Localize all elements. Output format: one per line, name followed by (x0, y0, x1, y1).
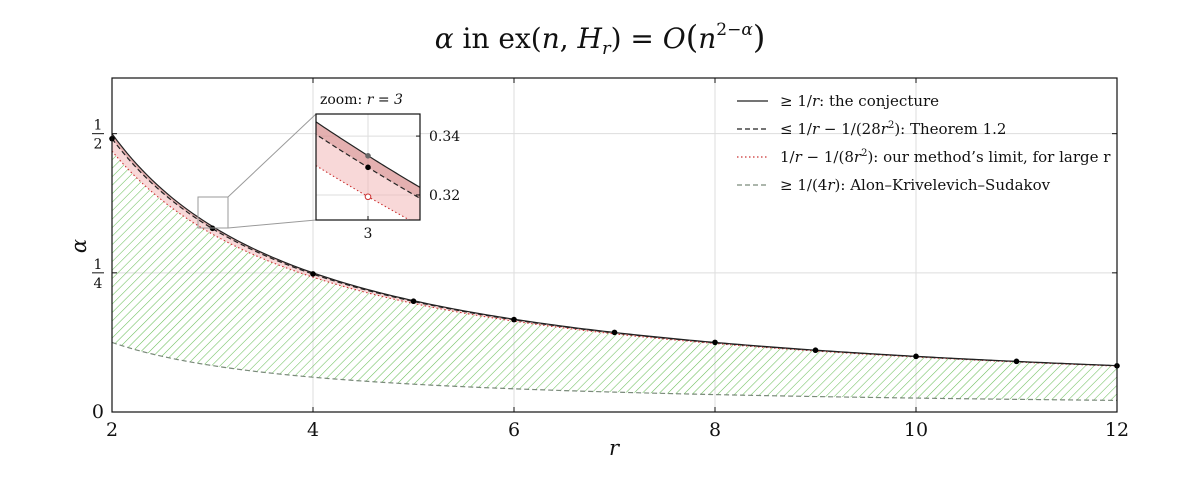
data-point (611, 329, 618, 336)
inset-plot (316, 114, 420, 220)
hatched-region (112, 151, 1117, 401)
aks-curve (112, 341, 1117, 401)
y-axis-label: α (67, 239, 91, 253)
inset-ticks: 0.32 0.34 3 (364, 129, 461, 242)
plot-areas (112, 133, 1117, 401)
x-axis-ticks: 2 4 6 8 10 12 (106, 78, 1129, 441)
zoom-region-box (197, 196, 229, 229)
chart-title: α in ex(n, Hr) = O(n2−α) (435, 18, 766, 59)
y-tick-label-numerator: 1 (94, 257, 103, 273)
inset-y-tick-label: 0.34 (429, 129, 460, 145)
data-point (511, 316, 517, 323)
data-point (410, 298, 417, 305)
inset-method-band (316, 134, 420, 220)
inset-title: zoom: r = 3 (320, 92, 403, 108)
legend-label-aks: ≥ 1/(4r): Alon–Krivelevich–Sudakov (780, 176, 1051, 194)
legend-label-method-limit: 1/r − 1/(8r2): our method’s limit, for l… (780, 148, 1111, 166)
x-tick-label: 8 (709, 419, 721, 441)
y-tick-label-numerator: 1 (94, 118, 103, 134)
legend: ≥ 1/r: the conjecture ≤ 1/r − 1/(28r2): … (737, 92, 1111, 194)
data-point (310, 271, 316, 277)
inset-x-tick-label: 3 (364, 226, 373, 242)
data-point (1013, 358, 1020, 365)
data-point (913, 353, 919, 360)
y-tick-label-denominator: 4 (94, 276, 103, 292)
inset-theorem-band (316, 121, 420, 199)
x-tick-label: 2 (106, 419, 118, 441)
data-point (712, 339, 718, 346)
x-tick-label: 12 (1105, 419, 1129, 441)
x-axis-label: r (609, 436, 621, 460)
inset-y-tick-label: 0.32 (429, 188, 460, 204)
data-points (109, 135, 1120, 369)
y-tick-label: 0 (92, 401, 104, 423)
x-tick-label: 10 (904, 419, 928, 441)
zoom-connector-top (227, 113, 317, 198)
inset-marker (365, 153, 371, 159)
x-tick-label: 6 (508, 419, 520, 441)
x-tick-label: 4 (307, 419, 319, 441)
method-limit-curve (112, 150, 1117, 367)
data-point (812, 347, 819, 354)
y-tick-label-denominator: 2 (94, 137, 103, 153)
plot-frame (111, 77, 1118, 413)
legend-label-theorem: ≤ 1/r − 1/(28r2): Theorem 1.2 (780, 120, 1006, 138)
y-axis-ticks: 0 1 4 1 2 (92, 118, 1117, 423)
inset-marker (364, 193, 372, 201)
zoom-connector-bottom (227, 219, 317, 229)
inset-marker (365, 164, 371, 171)
legend-label-conjecture: ≥ 1/r: the conjecture (780, 92, 939, 110)
